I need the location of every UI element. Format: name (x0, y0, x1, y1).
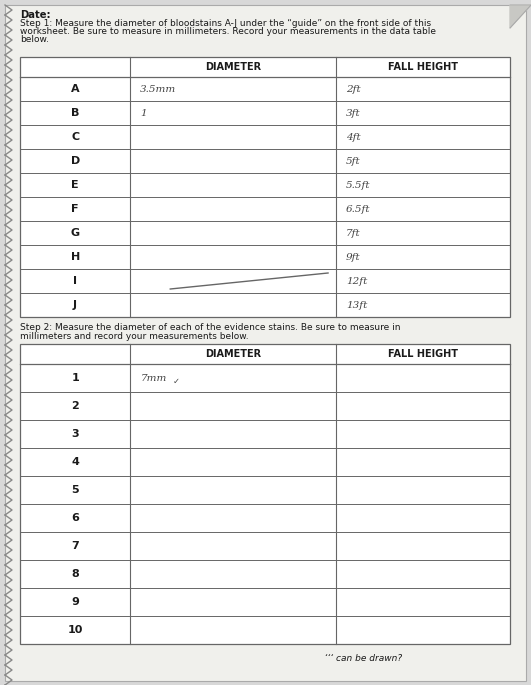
Text: 8: 8 (71, 569, 79, 579)
Text: Step 2: Measure the diameter of each of the evidence stains. Be sure to measure : Step 2: Measure the diameter of each of … (20, 323, 400, 332)
Text: H: H (71, 252, 80, 262)
Text: 4: 4 (71, 457, 79, 467)
Text: B: B (71, 108, 79, 118)
Text: 6.5ft: 6.5ft (346, 205, 371, 214)
Text: 2ft: 2ft (346, 84, 361, 93)
Text: 5: 5 (71, 485, 79, 495)
Text: FALL HEIGHT: FALL HEIGHT (388, 62, 458, 72)
Polygon shape (510, 5, 531, 28)
Text: G: G (71, 228, 80, 238)
Text: 1: 1 (71, 373, 79, 383)
Text: 4ft: 4ft (346, 132, 361, 142)
Text: 9ft: 9ft (346, 253, 361, 262)
Text: Step 1: Measure the diameter of bloodstains A-J under the “guide” on the front s: Step 1: Measure the diameter of bloodsta… (20, 19, 431, 28)
Text: I: I (73, 276, 77, 286)
Text: A: A (71, 84, 80, 94)
Text: DIAMETER: DIAMETER (205, 349, 261, 359)
Text: D: D (71, 156, 80, 166)
Text: ‘‘‘ can be drawn?: ‘‘‘ can be drawn? (290, 654, 402, 663)
Text: 2: 2 (71, 401, 79, 411)
Text: 3.5mm: 3.5mm (140, 84, 176, 93)
Text: FALL HEIGHT: FALL HEIGHT (388, 349, 458, 359)
Text: 6: 6 (71, 513, 79, 523)
Text: E: E (71, 180, 79, 190)
Text: 13ft: 13ft (346, 301, 367, 310)
Text: 5ft: 5ft (346, 156, 361, 166)
Text: 3: 3 (71, 429, 79, 439)
Text: 7ft: 7ft (346, 229, 361, 238)
Text: Date:: Date: (20, 10, 50, 20)
Bar (20, 344, 510, 644)
Text: 7: 7 (71, 541, 79, 551)
Text: 3ft: 3ft (346, 108, 361, 118)
Text: C: C (71, 132, 79, 142)
Text: worksheet. Be sure to measure in millimeters. Record your measurements in the da: worksheet. Be sure to measure in millime… (20, 27, 436, 36)
Text: 12ft: 12ft (346, 277, 367, 286)
Text: F: F (71, 204, 79, 214)
Text: below.: below. (20, 35, 49, 44)
Text: 9: 9 (71, 597, 79, 607)
Text: ✓: ✓ (172, 377, 179, 386)
Bar (20, 57, 510, 317)
Text: 10: 10 (67, 625, 83, 635)
Text: DIAMETER: DIAMETER (205, 62, 261, 72)
Text: J: J (73, 300, 77, 310)
Text: 5.5ft: 5.5ft (346, 181, 371, 190)
Text: 7mm: 7mm (140, 373, 167, 382)
Text: millimeters and record your measurements below.: millimeters and record your measurements… (20, 332, 249, 341)
Text: 1: 1 (140, 108, 147, 118)
